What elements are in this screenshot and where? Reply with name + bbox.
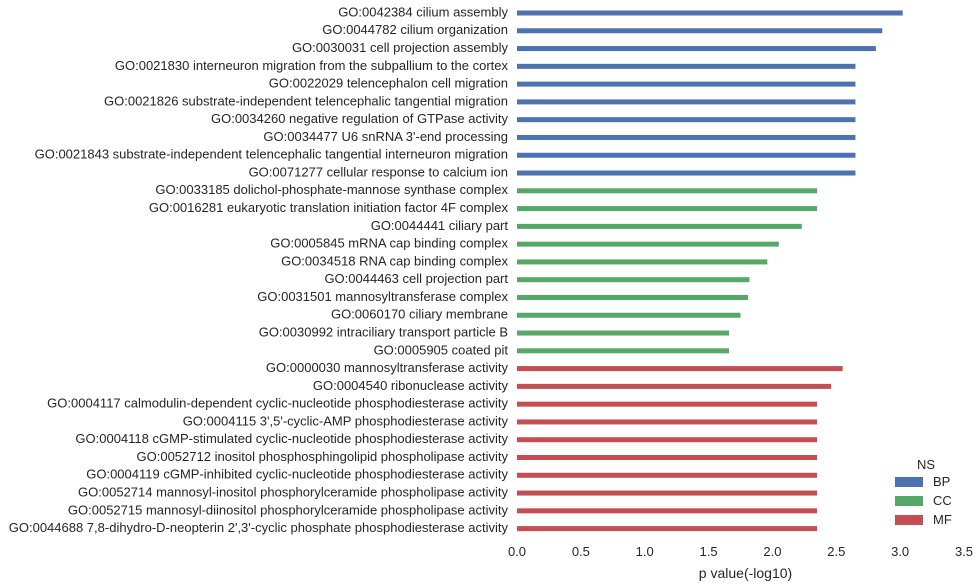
category-label: GO:0034260 negative regulation of GTPase… (211, 111, 509, 126)
bar-bp (517, 10, 903, 16)
x-tick-label: 3.5 (955, 544, 973, 559)
x-axis-label: p value(-log10) (699, 565, 792, 581)
x-tick-label: 2.0 (763, 544, 781, 559)
legend: NS BP CC MF (895, 457, 952, 527)
bar-cc (517, 259, 768, 265)
x-tick-label: 1.5 (700, 544, 718, 559)
legend-swatch-cc (895, 496, 923, 506)
category-label: GO:0034477 U6 snRNA 3'-end processing (263, 129, 508, 144)
bar-mf (517, 401, 818, 407)
category-label: GO:0033185 dolichol-phosphate-mannose sy… (155, 182, 508, 197)
legend-title: NS (917, 457, 935, 472)
legend-label-mf: MF (933, 512, 952, 527)
bar-mf (517, 526, 818, 532)
x-tick-label: 0.0 (508, 544, 526, 559)
bar-mf (517, 472, 818, 478)
bar-mf (517, 508, 818, 514)
category-label: GO:0005905 coated pit (374, 342, 509, 357)
x-tick-label: 0.5 (572, 544, 590, 559)
category-label: GO:0044463 cell projection part (324, 271, 508, 286)
bar-bp (517, 152, 856, 158)
bar-bp (517, 117, 856, 123)
category-label: GO:0034518 RNA cap binding complex (281, 253, 508, 268)
x-axis: 0.0 0.5 1.0 1.5 2.0 2.5 3.0 3.5 (508, 544, 973, 559)
legend-label-bp: BP (933, 474, 950, 489)
category-label: GO:0071277 cellular response to calcium … (249, 164, 508, 179)
category-label: GO:0004115 3',5'-cyclic-AMP phosphodiest… (183, 413, 509, 428)
bar-mf (517, 366, 843, 372)
bar-cc (517, 188, 818, 194)
bar-bp (517, 63, 856, 69)
legend-label-cc: CC (933, 493, 952, 508)
x-tick-label: 2.5 (827, 544, 845, 559)
category-label: GO:0052715 mannosyl-diinositol phosphory… (68, 502, 509, 517)
category-label: GO:0021843 substrate-independent telence… (35, 147, 508, 162)
bar-mf (517, 437, 818, 443)
bar-cc (517, 223, 802, 229)
category-label: GO:0042384 cilium assembly (338, 4, 508, 19)
bar-cc (517, 241, 779, 247)
x-tick-label: 3.0 (891, 544, 909, 559)
bar-bp (517, 170, 856, 176)
category-label: GO:0030031 cell projection assembly (292, 40, 509, 55)
legend-swatch-bp (895, 477, 923, 487)
category-label: GO:0022029 telencephalon cell migration (269, 76, 508, 91)
category-label: GO:0004118 cGMP-stimulated cyclic-nucleo… (75, 431, 508, 446)
category-label: GO:0000030 mannosyltransferase activity (266, 360, 509, 375)
bar-cc (517, 206, 818, 212)
category-label: GO:0004117 calmodulin-dependent cyclic-n… (47, 396, 508, 411)
category-label: GO:0060170 ciliary membrane (331, 307, 508, 322)
category-label: GO:0044782 cilium organization (322, 22, 508, 37)
category-label: GO:0044688 7,8-dihydro-D-neopterin 2',3'… (9, 520, 509, 535)
bar-cc (517, 312, 741, 318)
bars-layer (517, 10, 903, 532)
bar-bp (517, 134, 856, 140)
legend-swatch-mf (895, 515, 923, 525)
x-tick-label: 1.0 (636, 544, 654, 559)
category-labels: GO:0042384 cilium assembly GO:0044782 cil… (9, 4, 509, 535)
bar-bp (517, 99, 856, 105)
category-label: GO:0005845 mRNA cap binding complex (270, 236, 508, 251)
bar-bp (517, 81, 856, 87)
category-label: GO:0021826 substrate-independent telence… (104, 93, 508, 108)
category-label: GO:0004540 ribonuclease activity (313, 378, 509, 393)
category-label: GO:0030992 intraciliary transport partic… (259, 324, 508, 339)
bar-cc (517, 348, 730, 354)
bar-cc (517, 277, 750, 283)
bar-bp (517, 28, 883, 34)
bar-mf (517, 490, 818, 496)
category-label: GO:0052714 mannosyl-inositol phosphorylc… (78, 484, 508, 499)
category-label: GO:0031501 mannosyltransferase complex (257, 289, 508, 304)
bar-mf (517, 419, 818, 425)
category-label: GO:0004119 cGMP-inhibited cyclic-nucleot… (86, 467, 508, 482)
bar-mf (517, 383, 832, 389)
category-label: GO:0052712 inositol phosphosphingolipid … (137, 449, 509, 464)
bar-mf (517, 455, 818, 460)
category-label: GO:0016281 eukaryotic translation initia… (149, 200, 509, 215)
category-label: GO:0044441 ciliary part (371, 218, 509, 233)
bar-cc (517, 330, 730, 336)
bar-bp (517, 46, 876, 52)
category-label: GO:0021830 interneuron migration from th… (115, 58, 509, 73)
bar-cc (517, 294, 749, 300)
